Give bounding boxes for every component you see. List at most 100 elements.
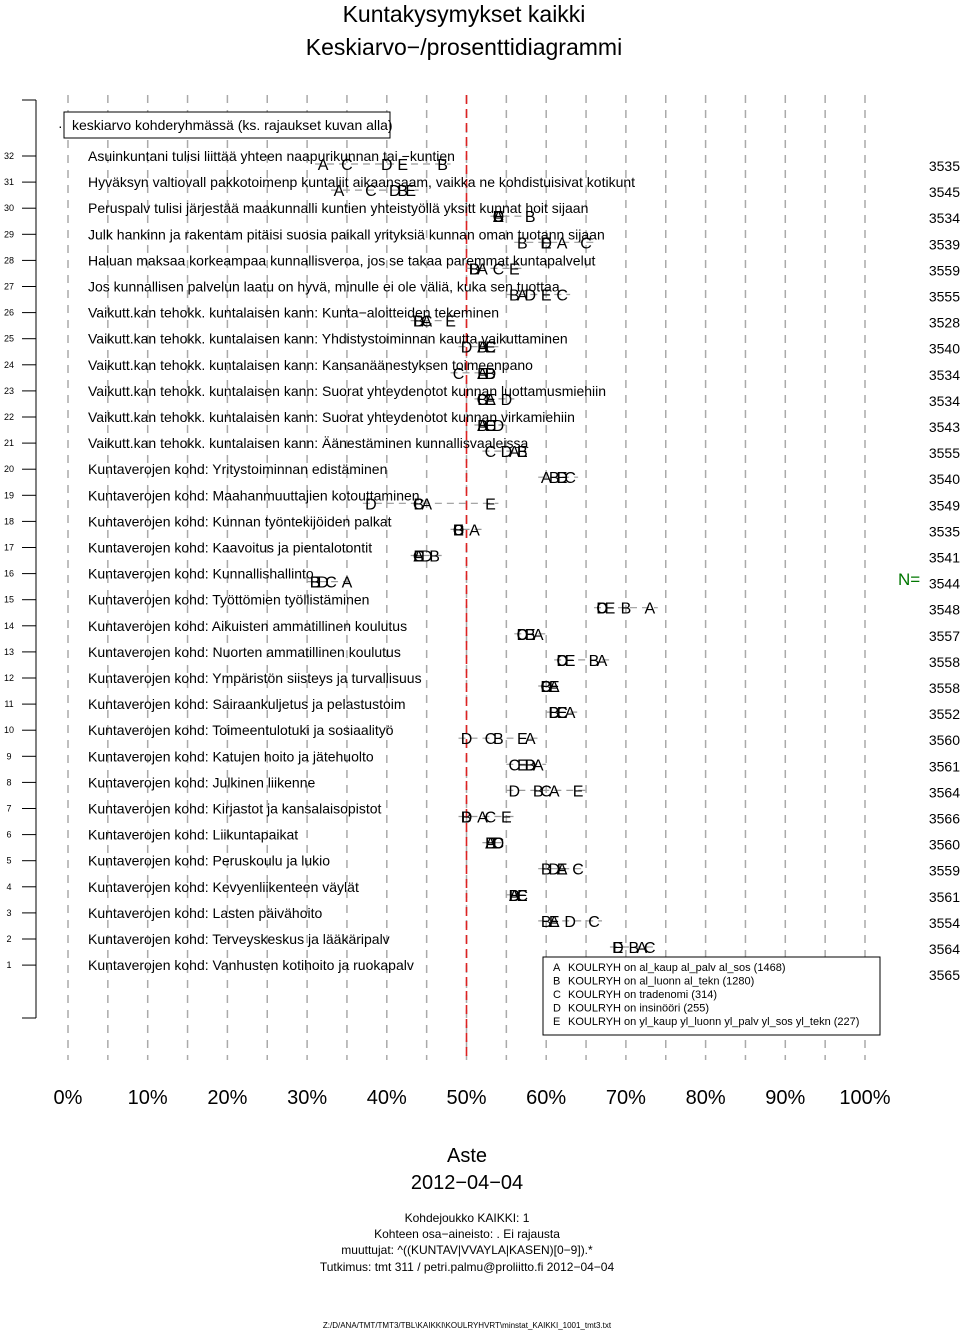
row-label: Asuinkuntani tulisi liittää yhteen naapu… <box>88 148 455 164</box>
row-label: Kuntaverojen kohd: Yritystoiminnan edist… <box>88 461 387 477</box>
marker-d: D <box>453 522 465 539</box>
marker-e: E <box>405 183 416 200</box>
row-n: 3558 <box>929 654 960 670</box>
marker-d: D <box>421 549 433 566</box>
row-label: Kuntaverojen kohd: Liikuntapaikat <box>88 827 298 843</box>
file-path: Z:/D/ANA/TMT/TMT3/TBL\KAIKKI\KOULRYHVRT\… <box>323 1321 612 1330</box>
row-label: Kuntaverojen kohd: Nuorten ammatillinen … <box>88 644 401 660</box>
marker-b: B <box>589 653 600 670</box>
marker-e: E <box>565 653 576 670</box>
marker-e: E <box>485 340 496 357</box>
row-number: 31 <box>4 177 14 187</box>
row-label: Julk hankinn ja rakentam pitäisi suosia … <box>88 226 605 242</box>
marker-d: D <box>493 418 505 435</box>
marker-a: A <box>477 340 488 357</box>
marker-c: C <box>453 522 465 539</box>
marker-b: B <box>541 862 552 879</box>
marker-d: D <box>461 810 473 827</box>
marker-e: E <box>485 418 496 435</box>
marker-a: A <box>485 392 496 409</box>
row-n: 3544 <box>929 576 960 592</box>
marker-d: D <box>556 470 568 487</box>
marker-e: E <box>549 679 560 696</box>
marker-c: C <box>580 235 592 252</box>
row-n: 3559 <box>929 863 960 879</box>
chart-title-line2: Keskiarvo−/prosenttidiagrammi <box>306 34 622 60</box>
row-n: 3552 <box>929 706 960 722</box>
marker-c: C <box>540 679 552 696</box>
marker-d: D <box>540 679 552 696</box>
marker-e: E <box>517 757 528 774</box>
marker-a: A <box>334 183 345 200</box>
marker-d: D <box>413 314 425 331</box>
marker-a: A <box>549 914 560 931</box>
marker-e: E <box>485 836 496 853</box>
marker-b: B <box>525 209 536 226</box>
marker-a: A <box>557 862 568 879</box>
row-label: Hyväksyn valtiovall pakkotoimenp kuntali… <box>88 174 635 190</box>
marker-a: A <box>493 209 504 226</box>
marker-e: E <box>525 627 536 644</box>
marker-b: B <box>541 679 552 696</box>
marker-d: D <box>612 940 624 957</box>
marker-c: C <box>509 757 521 774</box>
row-label: Kuntaverojen kohd: Peruskoulu ja lukio <box>88 853 330 869</box>
marker-a: A <box>477 261 488 278</box>
marker-c: C <box>365 183 377 200</box>
x-tick-label: 50% <box>446 1087 486 1109</box>
marker-e: E <box>549 914 560 931</box>
marker-e: E <box>517 444 528 461</box>
marker-a: A <box>318 157 329 174</box>
marker-d: D <box>461 340 473 357</box>
marker-c: C <box>644 940 656 957</box>
marker-a: A <box>637 940 648 957</box>
row-label: Kuntaverojen kohd: Kirjastot ja kansalai… <box>88 801 382 817</box>
row-n: 3559 <box>929 262 960 278</box>
marker-d: D <box>501 444 513 461</box>
marker-e: E <box>517 731 528 748</box>
marker-c: C <box>485 731 497 748</box>
marker-e: E <box>517 888 528 905</box>
marker-a: A <box>477 810 488 827</box>
marker-d: D <box>524 757 536 774</box>
marker-d: D <box>509 888 521 905</box>
x-tick-label: 40% <box>367 1087 407 1109</box>
row-number: 21 <box>4 438 14 448</box>
note-text: keskiarvo kohderyhmässä (ks. rajaukset k… <box>72 117 393 133</box>
marker-e: E <box>453 522 464 539</box>
row-number: 22 <box>4 412 14 422</box>
marker-d: D <box>548 862 560 879</box>
x-tick-label: 80% <box>686 1087 726 1109</box>
marker-e: E <box>613 940 624 957</box>
marker-d: D <box>389 183 401 200</box>
row-number: 10 <box>4 725 14 735</box>
marker-e: E <box>477 366 488 383</box>
marker-b: B <box>533 783 544 800</box>
marker-b: B <box>549 470 560 487</box>
row-label: Kuntaverojen kohd: Toimeentulotuki ja so… <box>88 722 394 738</box>
marker-a: A <box>549 679 560 696</box>
row-number: 15 <box>4 595 14 605</box>
row-n: 3534 <box>929 367 960 383</box>
marker-b: B <box>509 288 520 305</box>
row-n: 3534 <box>929 210 960 226</box>
row-n: 3534 <box>929 393 960 409</box>
row-n: 3555 <box>929 445 960 461</box>
marker-c: C <box>588 914 600 931</box>
marker-b: B <box>517 235 528 252</box>
marker-d: D <box>509 783 521 800</box>
marker-a: A <box>533 627 544 644</box>
row-label: Kuntaverojen kohd: Vanhusten kotihoito j… <box>88 957 414 973</box>
row-n: 3566 <box>929 811 960 827</box>
marker-c: C <box>493 836 505 853</box>
row-label: Kuntaverojen kohd: Kevyenliikenteen väyl… <box>88 879 359 895</box>
row-n: 3540 <box>929 471 960 487</box>
footer-line2: Kohteen osa−aineisto: . Ei rajausta <box>374 1227 560 1241</box>
marker-a: A <box>342 575 353 592</box>
marker-c: C <box>493 261 505 278</box>
marker-d: D <box>365 496 377 513</box>
marker-e: E <box>413 549 424 566</box>
row-label: Kuntaverojen kohd: Kaavoitus ja pientalo… <box>88 540 372 556</box>
note-marker: · <box>58 118 63 134</box>
marker-b: B <box>437 157 448 174</box>
